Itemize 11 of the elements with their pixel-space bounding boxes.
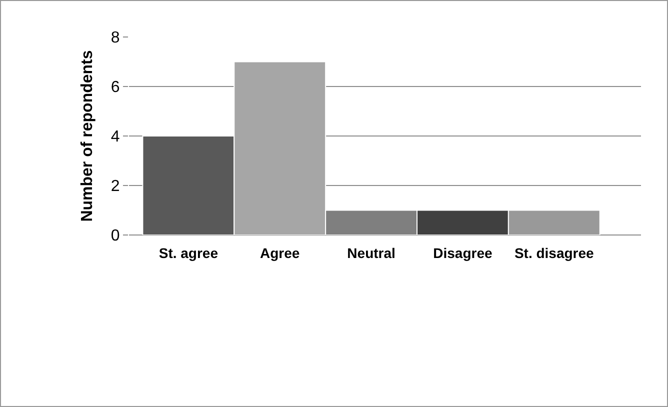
x-tick-label: Neutral bbox=[347, 245, 396, 261]
x-tick-label: St. agree bbox=[158, 245, 218, 261]
x-tick-label: Disagree bbox=[433, 245, 492, 261]
x-tick-label: Agree bbox=[260, 245, 300, 261]
y-axis-title: Number of repondents bbox=[78, 50, 96, 222]
y-tick-label: 0 bbox=[110, 228, 120, 245]
y-tick-label: 6 bbox=[110, 79, 120, 96]
x-tick-label: St. disagree bbox=[514, 245, 594, 261]
y-tick-label: 2 bbox=[110, 178, 120, 196]
y-tick-label: 4 bbox=[110, 128, 120, 146]
y-tick-label: 8 bbox=[110, 30, 120, 47]
